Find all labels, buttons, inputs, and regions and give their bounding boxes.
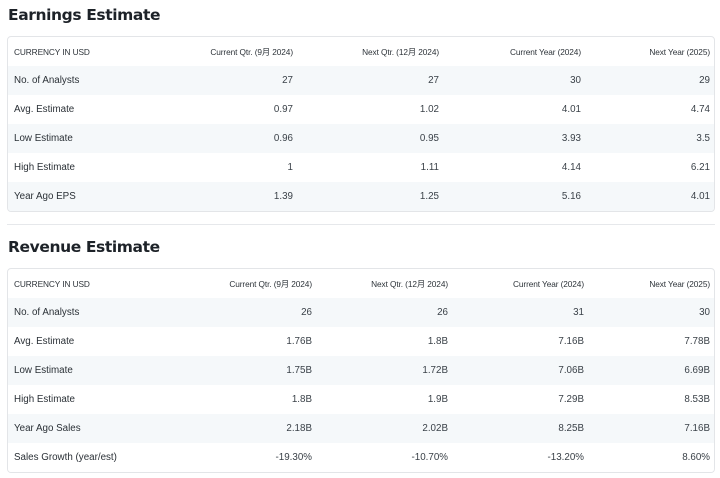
table-cell: 7.16B [590,414,714,443]
row-label: Avg. Estimate [8,95,160,124]
table-cell: 7.78B [590,327,714,356]
earnings-estimate-table: CURRENCY IN USD Current Qtr. (9月 2024) N… [7,36,715,212]
table-cell: 0.96 [160,124,299,153]
column-header: Next Qtr. (12月 2024) [371,278,448,289]
table-cell: 1.02 [299,95,445,124]
table-cell: 27 [160,66,299,95]
table-cell: 2.18B [173,414,318,443]
table-cell: 1.25 [299,182,445,211]
column-header: Next Year (2025) [649,278,710,289]
earnings-estimate-title: Earnings Estimate [8,6,161,24]
table-cell: 4.01 [445,95,587,124]
table-cell: 7.29B [454,385,590,414]
column-header: Next Year (2025) [649,46,710,57]
row-label: High Estimate [8,385,173,414]
revenue-estimate-title: Revenue Estimate [8,238,160,256]
table-cell: 27 [299,66,445,95]
row-label: No. of Analysts [8,298,173,327]
table-row: Low Estimate 0.96 0.95 3.93 3.5 [8,124,714,153]
table-cell: 1.11 [299,153,445,182]
revenue-estimate-table: CURRENCY IN USD Current Qtr. (9月 2024) N… [7,268,715,473]
table-row: Low Estimate 1.75B 1.72B 7.06B 6.69B [8,356,714,385]
section-divider [7,224,715,225]
table-cell: 26 [318,298,454,327]
table-row: No. of Analysts 27 27 30 29 [8,66,714,95]
table-cell: 6.21 [587,153,714,182]
table-row: High Estimate 1 1.11 4.14 6.21 [8,153,714,182]
row-label: Year Ago EPS [8,182,160,211]
table-cell: 1.76B [173,327,318,356]
table-cell: 1 [160,153,299,182]
column-header: Current Year (2024) [513,278,584,289]
table-cell: -19.30% [173,443,318,472]
table-cell: 5.16 [445,182,587,211]
table-cell: -13.20% [454,443,590,472]
table-cell: 4.01 [587,182,714,211]
table-cell: 6.69B [590,356,714,385]
table-cell: 30 [590,298,714,327]
table-cell: 1.8B [318,327,454,356]
table-cell: -10.70% [318,443,454,472]
table-cell: 29 [587,66,714,95]
table-row: Year Ago EPS 1.39 1.25 5.16 4.01 [8,182,714,211]
table-cell: 7.16B [454,327,590,356]
row-label: Year Ago Sales [8,414,173,443]
row-label: Avg. Estimate [8,327,173,356]
table-cell: 8.25B [454,414,590,443]
table-row: Avg. Estimate 0.97 1.02 4.01 4.74 [8,95,714,124]
column-header: Current Qtr. (9月 2024) [229,278,312,289]
table-row: Avg. Estimate 1.76B 1.8B 7.16B 7.78B [8,327,714,356]
table-cell: 3.93 [445,124,587,153]
table-cell: 4.74 [587,95,714,124]
table-row: High Estimate 1.8B 1.9B 7.29B 8.53B [8,385,714,414]
table-cell: 26 [173,298,318,327]
table-cell: 8.53B [590,385,714,414]
table-cell: 30 [445,66,587,95]
table-header-row: CURRENCY IN USD Current Qtr. (9月 2024) N… [8,37,714,66]
column-header: CURRENCY IN USD [14,46,90,57]
table-cell: 4.14 [445,153,587,182]
table-row: No. of Analysts 26 26 31 30 [8,298,714,327]
table-cell: 2.02B [318,414,454,443]
table-cell: 0.97 [160,95,299,124]
column-header: CURRENCY IN USD [14,278,90,289]
column-header: Current Year (2024) [510,46,581,57]
table-header-row: CURRENCY IN USD Current Qtr. (9月 2024) N… [8,269,714,298]
column-header: Current Qtr. (9月 2024) [210,46,293,57]
table-cell: 1.72B [318,356,454,385]
table-cell: 1.39 [160,182,299,211]
table-cell: 31 [454,298,590,327]
table-cell: 1.8B [173,385,318,414]
table-cell: 1.9B [318,385,454,414]
table-cell: 7.06B [454,356,590,385]
table-cell: 1.75B [173,356,318,385]
row-label: Sales Growth (year/est) [8,443,173,472]
column-header: Next Qtr. (12月 2024) [362,46,439,57]
table-row: Sales Growth (year/est) -19.30% -10.70% … [8,443,714,472]
table-row: Year Ago Sales 2.18B 2.02B 8.25B 7.16B [8,414,714,443]
row-label: Low Estimate [8,124,160,153]
table-cell: 3.5 [587,124,714,153]
row-label: High Estimate [8,153,160,182]
row-label: No. of Analysts [8,66,160,95]
row-label: Low Estimate [8,356,173,385]
table-cell: 0.95 [299,124,445,153]
table-cell: 8.60% [590,443,714,472]
